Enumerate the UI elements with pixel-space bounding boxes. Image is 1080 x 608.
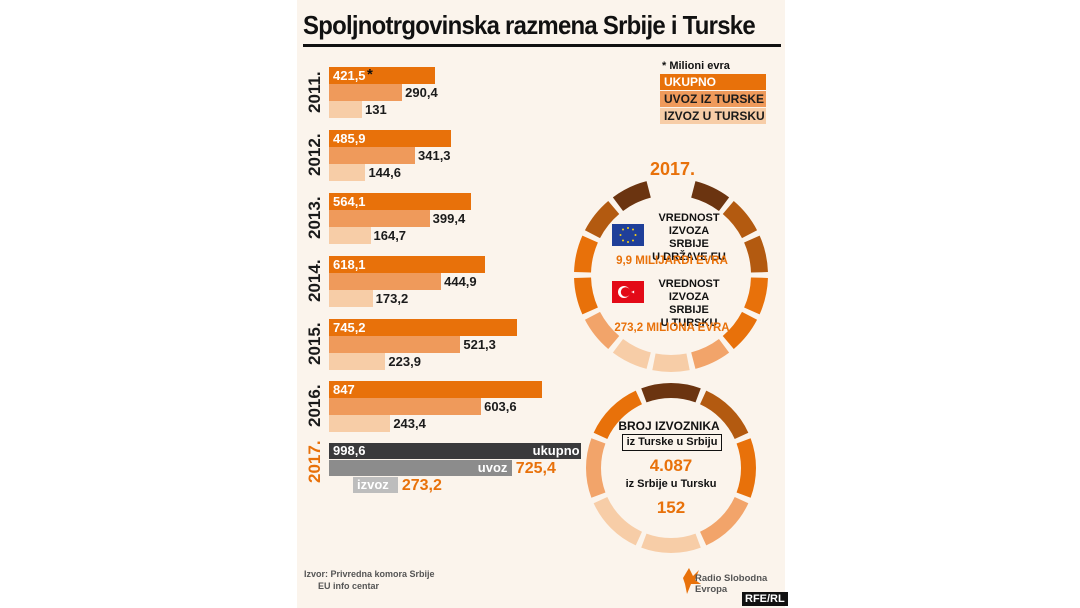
tr-caption: VREDNOST IZVOZA SRBIJE U TURSKU <box>648 278 730 330</box>
year-label-2017: 2017. <box>305 440 324 483</box>
value-label-ukupno: 618,1 <box>333 257 366 272</box>
value-label-izvoz: 223,9 <box>388 354 421 369</box>
bar-izvoz <box>329 290 373 307</box>
value-label-uvoz: 341,3 <box>418 148 451 163</box>
bar-izvoz <box>329 101 362 118</box>
exporters-num2: 152 <box>656 498 686 517</box>
bar-uvoz-2017 <box>329 460 512 476</box>
legend-uvoz: UVOZ IZ TURSKE <box>660 91 766 107</box>
page-title: Spoljnotrgovinska razmena Srbije i Tursk… <box>303 10 756 40</box>
year-label: 2013. <box>305 196 324 239</box>
bar-uvoz <box>329 336 461 353</box>
series-label-ukupno-2017: ukupno <box>532 443 580 458</box>
year-label: 2011. <box>305 71 324 113</box>
exporters-sub2: iz Srbije u Tursku <box>625 478 717 490</box>
value-label-izvoz: 173,2 <box>375 291 409 306</box>
year-label: 2014. <box>305 259 324 302</box>
legend-unit-note: * Milioni evra <box>662 60 730 72</box>
value-label-uvoz: 521,3 <box>463 337 496 352</box>
year-label: 2012. <box>305 133 324 176</box>
eu-caption-line: VREDNOST <box>658 212 720 224</box>
source-line2: EU info centar <box>318 581 380 591</box>
year-label: 2016. <box>305 384 324 427</box>
eu-caption-line: U DRŽAVE EU <box>652 251 726 263</box>
bar-ukupno <box>329 67 436 84</box>
value-label-izvoz: 131 <box>365 102 387 117</box>
unit-star: * <box>367 66 373 83</box>
exporters-title: BROJ IZVOZNIKA <box>618 419 720 433</box>
value-label-izvoz: 144,6 <box>368 165 401 180</box>
value-label-ukupno: 421,5 <box>333 68 366 83</box>
bar-ukupno-2017 <box>329 443 581 459</box>
bar-uvoz <box>329 147 415 164</box>
title-rule <box>303 44 781 47</box>
tr-caption-line: VREDNOST <box>658 278 720 290</box>
bar-izvoz <box>329 227 371 244</box>
eu-export-value: 9,9 MILIJARDI EVRA <box>616 255 728 267</box>
bar-uvoz <box>329 210 430 227</box>
logo-line1: Radio Slobodna <box>695 573 768 584</box>
eu-caption-line: IZVOZA SRBIJE <box>668 225 710 250</box>
bar-ukupno <box>329 381 543 398</box>
value-label-uvoz: 290,4 <box>405 85 438 100</box>
bar-izvoz <box>329 353 386 370</box>
series-label-uvoz-2017: uvoz <box>477 460 508 475</box>
tr-export-value: 273,2 MILIONA EVRA <box>614 322 730 334</box>
bar-izvoz-2017 <box>353 477 398 493</box>
bar-izvoz <box>329 415 391 432</box>
value-label-ukupno: 564,1 <box>333 194 366 209</box>
value-label-uvoz: 399,4 <box>432 211 466 226</box>
value-label-uvoz-2017: 725,4 <box>515 460 556 477</box>
legend-ukupno: UKUPNO <box>660 74 766 90</box>
bar-uvoz <box>329 398 482 415</box>
legend-izvoz: IZVOZ U TURSKU <box>660 108 766 124</box>
value-label-ukupno: 745,2 <box>333 320 366 335</box>
value-label-izvoz-2017: 273,2 <box>401 477 442 494</box>
logo-text: Radio Slobodna Evropa <box>695 573 767 595</box>
bar-ukupno <box>329 193 472 210</box>
logo-line2: Evropa <box>695 584 728 595</box>
value-label-izvoz: 243,4 <box>393 416 426 431</box>
bar-ukupno <box>329 130 452 147</box>
value-label-ukupno-2017: 998,6 <box>333 443 366 458</box>
exporters-num1: 4.087 <box>649 456 693 475</box>
bar-izvoz <box>329 164 366 181</box>
bar-ukupno <box>329 319 517 336</box>
tr-caption-line: U TURSKU <box>660 317 718 329</box>
eu-flag-icon <box>612 224 644 246</box>
exporters-sub1: iz Turske u Srbiju <box>622 434 722 451</box>
bar-uvoz <box>329 84 403 101</box>
series-label-izvoz-2017: izvoz <box>357 477 389 492</box>
credit-badge: RFE/RL <box>742 592 788 606</box>
value-label-uvoz: 603,6 <box>484 399 517 414</box>
ring-year-label: 2017. <box>650 159 696 179</box>
turkey-flag-icon <box>612 281 644 303</box>
bar-ukupno <box>329 256 485 273</box>
bar-uvoz <box>329 273 442 290</box>
tr-caption-line: IZVOZA SRBIJE <box>668 291 710 316</box>
eu-caption: VREDNOST IZVOZA SRBIJE U DRŽAVE EU <box>648 212 730 264</box>
value-label-ukupno: 485,9 <box>333 131 366 146</box>
value-label-izvoz: 164,7 <box>373 228 407 243</box>
year-label: 2015. <box>305 322 324 365</box>
source-line1: Izvor: Privredna komora Srbije <box>304 569 435 579</box>
value-label-uvoz: 444,9 <box>444 274 477 289</box>
value-label-ukupno: 847 <box>333 382 355 397</box>
